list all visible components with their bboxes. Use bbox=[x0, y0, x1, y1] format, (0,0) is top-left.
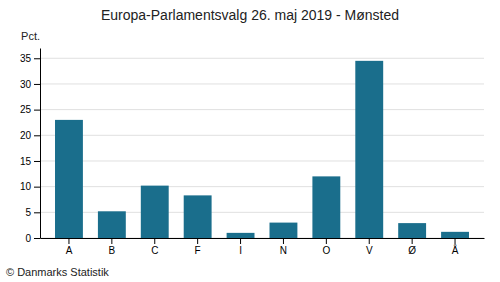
tick: 30 bbox=[20, 79, 40, 90]
tick-mark bbox=[154, 238, 155, 244]
grid-line bbox=[40, 160, 484, 161]
tick-mark bbox=[197, 238, 198, 244]
y-axis: 0 5 10 15 20 25 30 35 bbox=[20, 49, 41, 244]
tick-mark bbox=[34, 212, 40, 213]
tick: Ø bbox=[408, 238, 416, 256]
grid bbox=[40, 58, 484, 238]
tick: 0 bbox=[25, 233, 40, 244]
tick-label: 15 bbox=[20, 156, 32, 167]
axis-line bbox=[41, 238, 485, 239]
tick-mark bbox=[369, 238, 370, 244]
tick-label: C bbox=[151, 245, 158, 256]
grid-line bbox=[40, 135, 484, 136]
tick: I bbox=[239, 238, 242, 256]
footer: © Danmarks Statistik bbox=[6, 266, 109, 278]
tick: 25 bbox=[20, 104, 40, 115]
tick-mark bbox=[34, 238, 40, 239]
tick-label: A bbox=[66, 245, 73, 256]
tick-mark bbox=[34, 110, 40, 111]
tick-label: 35 bbox=[20, 53, 32, 64]
grid-line bbox=[40, 83, 484, 84]
tick-mark bbox=[34, 161, 40, 162]
tick-label: 30 bbox=[20, 79, 32, 90]
tick: B bbox=[109, 238, 116, 256]
tick-mark bbox=[455, 238, 456, 244]
bar bbox=[312, 176, 340, 238]
bar bbox=[270, 223, 298, 238]
tick: F bbox=[195, 238, 201, 256]
tick-mark bbox=[68, 238, 69, 244]
tick: 5 bbox=[25, 207, 40, 218]
tick-mark bbox=[240, 238, 241, 244]
tick-mark bbox=[111, 238, 112, 244]
tick: 20 bbox=[20, 130, 40, 141]
tick-label: Ø bbox=[408, 245, 416, 256]
tick-mark bbox=[34, 187, 40, 188]
tick: V bbox=[366, 238, 373, 256]
tick-label: 20 bbox=[20, 130, 32, 141]
title: Europa-Parlamentsvalg 26. maj 2019 - Møn… bbox=[101, 7, 399, 23]
bar bbox=[441, 232, 469, 238]
tick-label: N bbox=[280, 245, 287, 256]
tick-label: Å bbox=[452, 244, 459, 256]
tick-label: 5 bbox=[25, 207, 31, 218]
tick: N bbox=[280, 238, 287, 256]
tick-label: O bbox=[322, 245, 330, 256]
tick-mark bbox=[283, 238, 284, 244]
axis-line bbox=[40, 49, 41, 239]
bar bbox=[184, 195, 212, 238]
tick: 35 bbox=[20, 53, 40, 64]
plot: 0 5 10 15 20 25 30 35 A B C F I N O V Ø Å bbox=[20, 49, 485, 257]
bar bbox=[355, 61, 383, 238]
chart: Europa-Parlamentsvalg 26. maj 2019 - Møn… bbox=[0, 0, 500, 282]
tick-label: 10 bbox=[20, 181, 32, 192]
tick: A bbox=[66, 238, 73, 256]
tick-label: 0 bbox=[25, 233, 31, 244]
bar bbox=[398, 223, 426, 238]
tick-label: 25 bbox=[20, 104, 32, 115]
tick: Å bbox=[452, 238, 459, 256]
tick: 15 bbox=[20, 156, 40, 167]
tick-mark bbox=[34, 135, 40, 136]
grid-line bbox=[40, 109, 484, 110]
grid-line bbox=[40, 186, 484, 187]
tick: O bbox=[322, 238, 330, 256]
tick-label: I bbox=[239, 245, 242, 256]
bars bbox=[55, 61, 469, 238]
tick: C bbox=[151, 238, 158, 256]
x-axis: ABCFINOVØÅ bbox=[41, 238, 485, 256]
tick-label: B bbox=[109, 245, 116, 256]
bar bbox=[141, 186, 169, 238]
tick-mark bbox=[34, 58, 40, 59]
grid-line bbox=[40, 58, 484, 59]
tick-mark bbox=[326, 238, 327, 244]
bar bbox=[55, 120, 83, 238]
y-axis-label: Pct. bbox=[21, 30, 40, 42]
bar bbox=[227, 233, 255, 238]
tick-mark bbox=[412, 238, 413, 244]
tick-label: F bbox=[195, 245, 201, 256]
bar bbox=[98, 211, 126, 238]
tick-label: V bbox=[366, 245, 373, 256]
tick: 10 bbox=[20, 181, 40, 192]
tick-mark bbox=[34, 84, 40, 85]
